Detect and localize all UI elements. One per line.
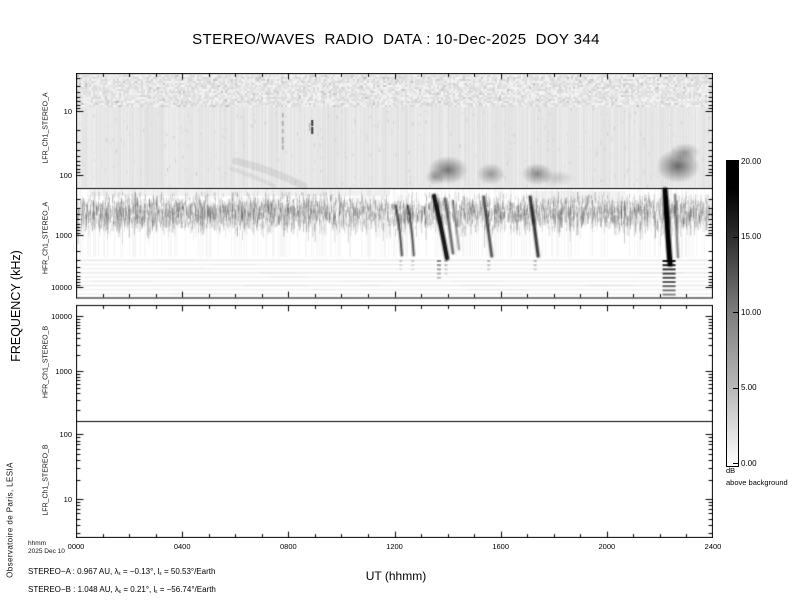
colorbar-subtitle: above background <box>726 478 788 487</box>
panel-label-hfr-b: HFR_Ch1_STEREO_B <box>42 325 50 399</box>
footer-a-text: STEREO−A : 0.967 AU, λ <box>28 567 119 576</box>
footer-b-mid: = 0.21°, l <box>121 585 156 594</box>
y-tick-label-1000: 1000 <box>55 366 72 376</box>
y-tick-label-100: 100 <box>59 170 72 180</box>
colorbar-gradient <box>726 160 739 467</box>
panel-label-lfr-a: LFR_Ch1_STEREO_A <box>42 92 50 164</box>
colorbar-tick-label-15: 15.00 <box>741 232 762 241</box>
x-tick-label-1600: 1600 <box>492 542 509 551</box>
frequency-axis-label: FREQUENCY (kHz) <box>9 250 23 362</box>
colorbar-tick-label-10: 10.00 <box>741 307 762 317</box>
y-tick-label-10000: 10000 <box>51 311 72 321</box>
footer-stereo-a: STEREO−A : 0.967 AU, λε = −0.13°, lε = 5… <box>28 567 215 577</box>
y-tick-label-1000: 1000 <box>55 230 72 240</box>
colorbar-unit-label: dB <box>726 466 736 475</box>
colorbar-tick-mark-20 <box>733 161 738 162</box>
footer-b-end: = −56.74°/Earth <box>157 585 216 594</box>
x-tick-label-0000: 0000 <box>67 542 85 551</box>
y-tick-label-100: 100 <box>59 429 72 439</box>
colorbar-tick-mark-10 <box>733 312 738 313</box>
colorbar-tick-mark-15 <box>733 236 738 238</box>
colorbar-tick-mark-5 <box>733 387 738 389</box>
y-tick-label-10000: 10000 <box>51 282 72 292</box>
credit-text: Observatoire de Paris, LESIA <box>5 462 15 578</box>
y-tick-label-10: 10 <box>63 494 72 504</box>
x-tick-label-0400: 0400 <box>173 542 191 551</box>
colorbar-tick-mark-0 <box>733 463 738 464</box>
footer-b-sub1: ε <box>118 589 122 595</box>
footer-a-end: = 50.53°/Earth <box>161 567 216 576</box>
footer-a-mid: = −0.13°, l <box>120 567 160 576</box>
footer-stereo-b: STEREO−B : 1.048 AU, λε = 0.21°, lε = −5… <box>28 585 216 595</box>
x-tick-label-1200: 1200 <box>386 542 403 551</box>
x-axis-label: UT (hhmm) <box>365 569 427 583</box>
footer-b-sub2: ε <box>155 589 158 595</box>
x-units-note: hhmm <box>28 540 47 547</box>
x-tick-label-0800: 0800 <box>279 542 297 551</box>
date-note: 2025 Dec 10 <box>28 548 65 555</box>
colorbar-tick-label-5: 5.00 <box>741 383 757 392</box>
colorbar-tick-label-20: 20.00 <box>741 156 762 166</box>
chart-title: STEREO/WAVES RADIO DATA : 10-Dec-2025 DO… <box>192 31 600 48</box>
y-tick-label-10: 10 <box>63 106 72 116</box>
spectrogram-canvas <box>76 73 713 538</box>
footer-a-sub1: ε <box>118 571 121 577</box>
colorbar-tick-label-0: 0.00 <box>741 458 757 468</box>
x-tick-label-2000: 2000 <box>598 542 616 551</box>
panel-label-lfr-b: LFR_Ch1_STEREO_B <box>42 444 50 516</box>
footer-a-sub2: ε <box>159 571 162 577</box>
footer-b-text: STEREO−B : 1.048 AU, λ <box>28 585 119 594</box>
x-tick-label-2400: 2400 <box>704 542 722 551</box>
